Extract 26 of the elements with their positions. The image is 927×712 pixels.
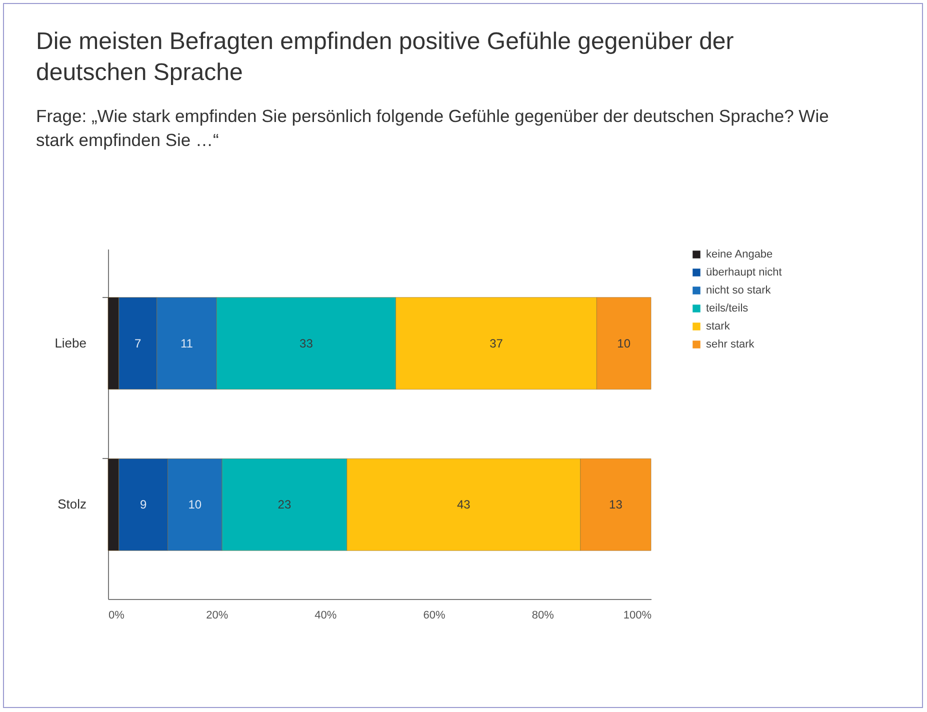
x-tick-label: 0%: [108, 610, 125, 622]
x-tick-label: 20%: [206, 610, 228, 622]
chart-subtitle: Frage: „Wie stark empfinden Sie persönlich folgende Gefühle gegenüber der deutschen Sprache? Wie stark empfinden Sie …“: [36, 105, 830, 152]
legend-label: nicht so stark: [706, 284, 772, 296]
data-label: 13: [609, 498, 623, 512]
legend-label: teils/teils: [706, 302, 749, 314]
y-tick-label: Liebe: [54, 335, 86, 350]
data-label: 10: [188, 498, 202, 512]
data-label: 11: [180, 336, 194, 350]
x-tick-label: 80%: [532, 610, 554, 622]
data-label: 9: [140, 498, 147, 512]
x-tick-label: 60%: [423, 610, 446, 622]
data-label: 37: [490, 336, 504, 350]
legend-label: keine Angabe: [706, 248, 773, 260]
data-label: 10: [617, 336, 631, 350]
x-tick-label: 40%: [314, 610, 337, 622]
legend-label: überhaupt nicht: [706, 266, 782, 278]
legend-label: sehr stark: [706, 338, 755, 350]
data-label: 7: [134, 336, 142, 350]
x-tick-label: 100%: [623, 610, 652, 622]
data-label: 43: [456, 498, 471, 512]
y-tick-label: Stolz: [58, 496, 86, 512]
legend-label: stark: [706, 320, 730, 332]
data-label: 23: [278, 498, 292, 512]
chart-title: Die meisten Befragten empfinden positive Gefühle gegenüber der deutschen Sprache: [36, 27, 735, 88]
data-label: 33: [300, 336, 314, 350]
